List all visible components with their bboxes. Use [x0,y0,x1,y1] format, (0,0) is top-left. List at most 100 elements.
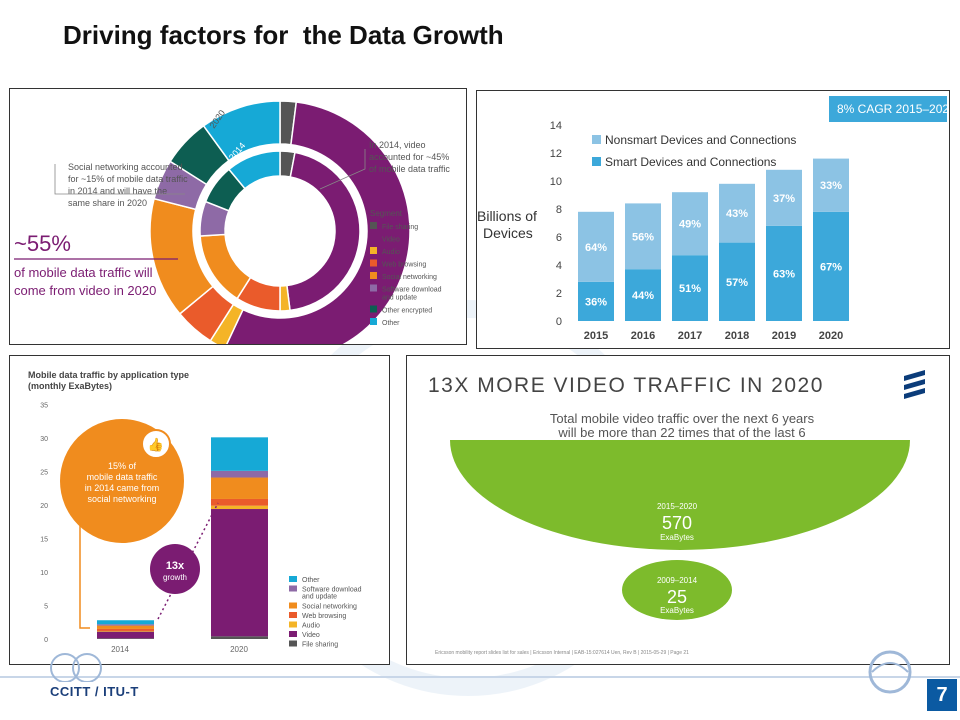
donut-legend: File sharing Video Audio Web browsing Social… [370,222,442,327]
donut-rings [149,100,411,344]
legend-label: File sharing [302,642,338,649]
cagr-badge [829,96,947,122]
legend-label: File sharing [382,224,418,231]
annot-right-line: accounted for ~45% [369,152,449,162]
legend-swatch-social-networking [289,602,297,609]
legend-label: Web browsing [302,613,346,620]
bar-software-download-and-update-2014 [97,624,154,626]
bar-other-2014 [97,620,154,625]
x-tick: 2016 [631,330,655,342]
y-tick: 2 [556,288,562,300]
y-tick: 30 [40,436,48,443]
y-tick: 8 [556,204,562,216]
annot-right-line: of mobile data traffic [369,164,450,174]
legend-label: Web browsing [382,262,426,269]
legend-label: Other encrypted [382,308,432,315]
devices-panel: 8% CAGR 2015–2020 Billions of Devices 14… [476,90,950,349]
y-tick: 25 [40,470,48,477]
bubble-line: 15% of [108,461,137,471]
y-tick: 35 [40,403,48,410]
y-tick: 4 [556,260,562,272]
legend-label: Social networking [302,604,357,611]
caption-line: of mobile data traffic will [14,265,153,280]
y-tick: 6 [556,232,562,244]
data-label-smart: 63% [773,268,795,280]
small-unit: ExaBytes [660,606,694,615]
growth-value: 13x [166,560,185,572]
bar-nonsmart-2019 [766,169,802,226]
y-tick: 15 [40,537,48,544]
x-tick: 2018 [725,330,749,342]
legend-label: Smart Devices and Connections [605,155,776,169]
bar-smart-2020 [813,211,849,321]
legend-label: Social networking [382,274,437,281]
y-ticks: 14 12 10 8 6 4 2 0 [550,120,562,328]
annot-right-line: In 2014, video [369,140,426,150]
bar-software-download-and-update-2020 [211,470,268,478]
data-label-smart: 36% [585,296,607,308]
data-label-nonsmart: 49% [679,219,701,231]
cagr-badge-text: 8% CAGR 2015–2020 [837,102,949,116]
legend-swatch-other-encrypted [370,305,377,313]
annot-left-connector [54,164,185,195]
growth-bubble [150,544,200,594]
donut-chart: 2020 2014 Social networking accounted fo… [14,100,450,344]
itu-globe-icon [868,650,912,694]
bar-audio-2020 [211,505,268,510]
x-tick: 2015 [584,330,608,342]
page-number: 7 [927,679,957,711]
footnote: Ericsson mobility report slides list for… [435,650,689,656]
x-tick: 2020 [230,645,248,654]
legend-swatch-smart [592,157,601,166]
y-tick: 14 [550,120,562,132]
y-axis-label: Devices [483,225,533,241]
legend-swatch-web-browsing [370,259,377,267]
x-tick: 2020 [819,330,843,342]
legend-swatch-audio [370,247,377,254]
bars [97,437,268,639]
legend-label: and update [302,594,337,601]
legend-swatch-file-sharing [289,640,297,647]
legend-swatch-software-download-and-update [370,284,377,292]
x-tick: 2019 [772,330,796,342]
y-tick: 0 [556,316,562,328]
donut-slice-2014-other [227,150,281,190]
headline: 13X MORE VIDEO TRAFFIC IN 2020 [428,374,824,397]
slide-title: Driving factors for the Data Growth [63,20,504,50]
legend-swatch-other [289,576,297,582]
bar-smart-2016 [625,269,661,321]
y-tick: 0 [44,637,48,644]
big-bowl-2015-2020 [450,440,910,550]
video-share-value: ~55% [14,231,71,256]
bar-nonsmart-2017 [672,192,708,256]
bar-smart-2018 [719,242,755,321]
data-label-nonsmart: 43% [726,208,748,220]
annot-left-line: for ~15% of mobile data traffic [68,174,188,184]
x-tick: 2014 [111,645,129,654]
data-label-nonsmart: 37% [773,193,795,205]
legend-label: Other [302,577,320,584]
subline: will be more than 22 times that of the l… [557,425,805,440]
footer-logo-text: CCITT / ITU-T [50,684,139,699]
devices-chart: 8% CAGR 2015–2020 Billions of Devices 14… [477,96,949,342]
bubble-line: social networking [87,494,156,504]
data-label-smart: 57% [726,277,748,289]
legend-label: Nonsmart Devices and Connections [605,133,796,147]
bubble-line: mobile data traffic [87,472,158,482]
ericsson-logo-icon [904,370,925,399]
data-label-smart: 44% [632,290,654,302]
big-value: 570 [662,513,692,533]
legend-swatch-nonsmart [592,135,601,144]
big-unit: ExaBytes [660,533,694,542]
legend-swatch-audio [289,621,297,628]
subline: Total mobile video traffic over the next… [550,411,815,426]
thumbs-up-badge [141,429,171,459]
bars: 36% 64% 2015 44% 56% 2016 51% 49% 2017 57% 43% 2018… [578,158,849,342]
bubble-line: in 2014 came from [85,483,160,493]
legend-label: Video [382,237,400,244]
small-value: 25 [667,587,687,607]
footer-divider [0,676,960,678]
bar-smart-2017 [672,255,708,321]
bar-smart-2019 [766,225,802,321]
